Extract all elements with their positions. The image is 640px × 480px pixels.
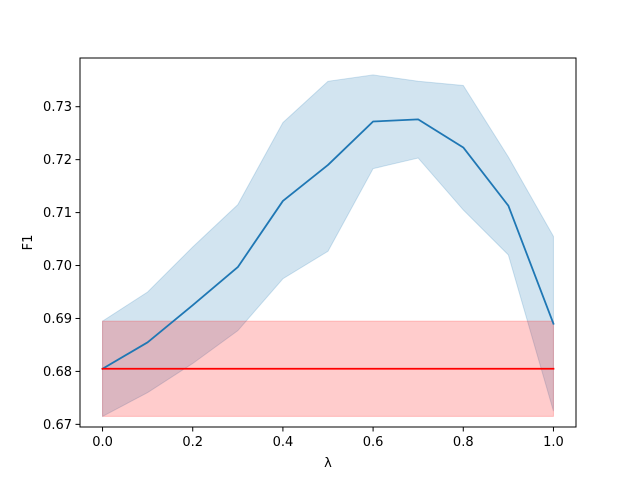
plot-frame xyxy=(79,57,577,428)
y-tick-label: 0.68 xyxy=(43,365,72,380)
y-axis: 0.67 0.68 0.69 0.70 0.71 0.72 0.73 xyxy=(43,100,80,433)
x-tick-label: 0.4 xyxy=(273,435,294,450)
y-axis-label: F1 xyxy=(21,235,36,251)
y-tick-label: 0.70 xyxy=(43,259,72,274)
y-tick-label: 0.69 xyxy=(43,312,72,327)
y-tick-label: 0.72 xyxy=(43,153,72,168)
confidence-band-1 xyxy=(102,74,554,418)
series-lines xyxy=(101,118,555,370)
y-tick-label: 0.71 xyxy=(43,206,72,221)
series-line-1 xyxy=(101,118,555,370)
y-tick-label: 0.73 xyxy=(43,100,72,115)
x-tick-label: 0.8 xyxy=(453,435,474,450)
x-tick-label: 0.6 xyxy=(363,435,384,450)
y-tick-label: 0.67 xyxy=(43,418,72,433)
x-tick-label: 0.0 xyxy=(92,435,113,450)
x-tick-label: 1.0 xyxy=(543,435,564,450)
confidence-bands xyxy=(102,74,554,418)
x-axis-label: λ xyxy=(324,456,332,471)
x-axis: 0.0 0.2 0.4 0.6 0.8 1.0 xyxy=(92,427,564,450)
x-tick-label: 0.2 xyxy=(182,435,203,450)
